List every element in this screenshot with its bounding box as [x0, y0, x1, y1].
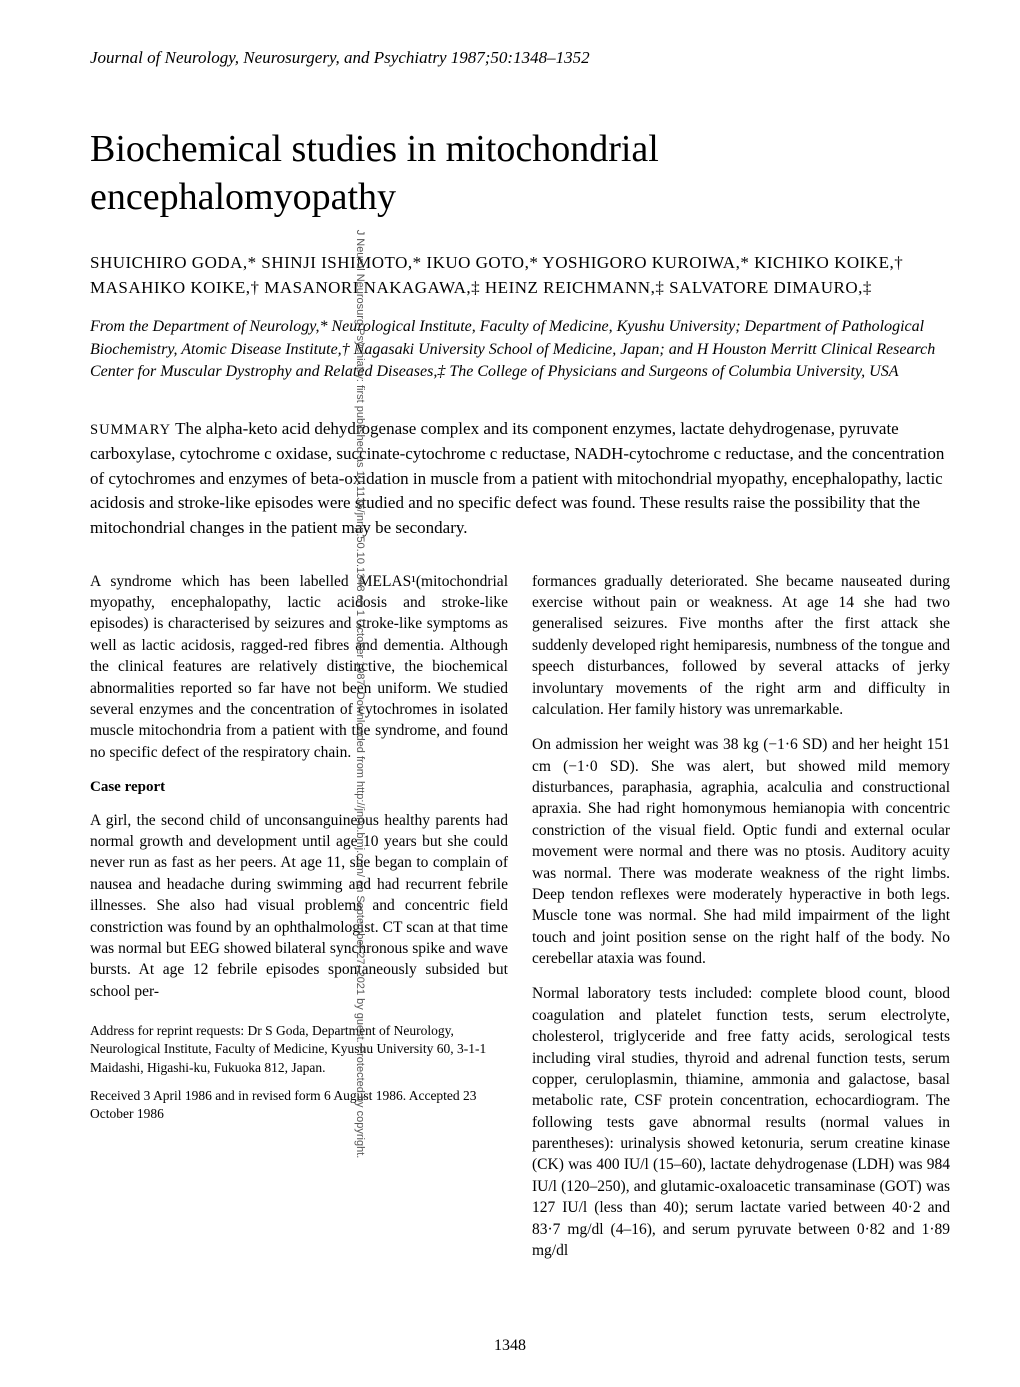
- journal-citation: Journal of Neurology, Neurosurgery, and …: [90, 48, 950, 68]
- author-list: SHUICHIRO GODA,* SHINJI ISHIMOTO,* IKUO …: [90, 251, 950, 300]
- summary-label: SUMMARY: [90, 422, 171, 438]
- case-report-heading: Case report: [90, 777, 508, 798]
- body-columns: A syndrome which has been labelled MELAS…: [90, 571, 950, 1276]
- right-p1: formances gradually deteriorated. She be…: [532, 571, 950, 721]
- address-block: Address for reprint requests: Dr S Goda,…: [90, 1022, 508, 1123]
- reprint-address: Address for reprint requests: Dr S Goda,…: [90, 1022, 508, 1077]
- left-column: A syndrome which has been labelled MELAS…: [90, 571, 508, 1276]
- article-title: Biochemical studies in mitochondrial enc…: [90, 126, 950, 221]
- affiliations: From the Department of Neurology,* Neuro…: [90, 316, 950, 383]
- right-column: formances gradually deteriorated. She be…: [532, 571, 950, 1276]
- intro-paragraph: A syndrome which has been labelled MELAS…: [90, 571, 508, 763]
- abstract: SUMMARY The alpha-keto acid dehydrogenas…: [90, 417, 950, 540]
- copyright-watermark: J Neurol Neurosurg Psychiatry: first pub…: [354, 44, 366, 1344]
- page-number: 1348: [0, 1337, 1020, 1355]
- summary-text: The alpha-keto acid dehydrogenase comple…: [90, 419, 944, 537]
- case-report-text: A girl, the second child of unconsanguin…: [90, 810, 508, 1002]
- right-p3: Normal laboratory tests included: comple…: [532, 983, 950, 1261]
- right-p2: On admission her weight was 38 kg (−1·6 …: [532, 734, 950, 969]
- received-accepted: Received 3 April 1986 and in revised for…: [90, 1087, 508, 1123]
